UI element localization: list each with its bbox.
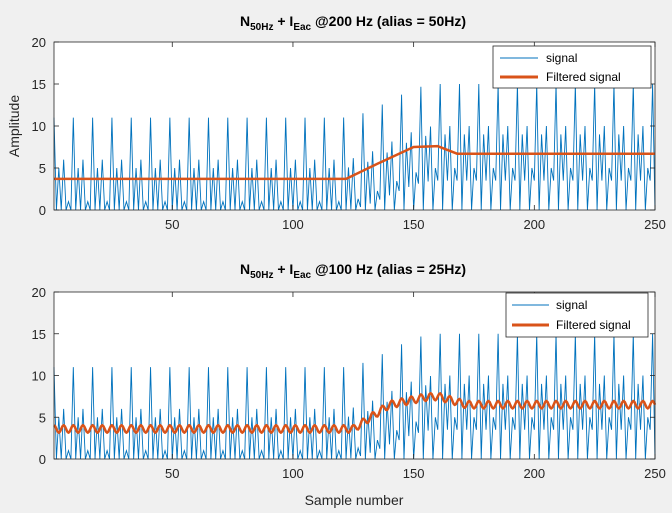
x-axis-label: Sample number [305,492,404,508]
x-tick-label: 200 [523,217,545,232]
x-tick-label: 250 [644,466,666,481]
x-tick-label: 150 [403,466,425,481]
subplot-top: N50Hz + IEac @200 Hz (alias = 50Hz) 50 10… [6,13,666,232]
y-tick-label: 15 [32,77,46,92]
ticks: 50 100 150 200 250 0 5 10 15 20 [32,35,666,232]
y-tick-label: 5 [39,410,46,425]
series-layer [53,83,656,211]
legend-label-filtered: Filtered signal [546,70,621,84]
y-tick-label: 10 [32,369,46,384]
y-tick-label: 10 [32,119,46,134]
x-tick-label: 150 [403,217,425,232]
legend-box [505,292,649,338]
legend-label-signal: signal [546,51,577,65]
x-tick-label: 250 [644,217,666,232]
x-tick-label: 200 [523,466,545,481]
y-tick-label: 20 [32,35,46,50]
x-tick-label: 100 [282,466,304,481]
chart-title: N50Hz + IEac @100 Hz (alias = 25Hz) [240,261,466,281]
legend: signal Filtered signal [492,45,652,89]
ticks: 50 100 150 200 250 0 5 10 15 20 [32,285,666,481]
signal-line [53,83,656,211]
series-layer [53,333,657,460]
y-tick-label: 0 [39,203,46,218]
subplot-bottom: N50Hz + IEac @100 Hz (alias = 25Hz) 50 10… [32,261,666,508]
x-tick-label: 50 [165,466,179,481]
filtered-signal-line [54,144,655,181]
chart-title: N50Hz + IEac @200 Hz (alias = 50Hz) [240,13,466,33]
filtered-signal-line [53,391,657,434]
y-tick-label: 20 [32,285,46,300]
legend-label-filtered: Filtered signal [556,318,631,332]
legend-box [492,45,652,89]
y-axis-label: Amplitude [6,95,22,157]
y-tick-label: 15 [32,327,46,342]
legend-label-signal: signal [556,298,587,312]
x-tick-label: 100 [282,217,304,232]
y-tick-label: 5 [39,161,46,176]
x-tick-label: 50 [165,217,179,232]
signal-line [53,333,656,460]
y-tick-label: 0 [39,452,46,467]
legend: signal Filtered signal [505,292,649,338]
